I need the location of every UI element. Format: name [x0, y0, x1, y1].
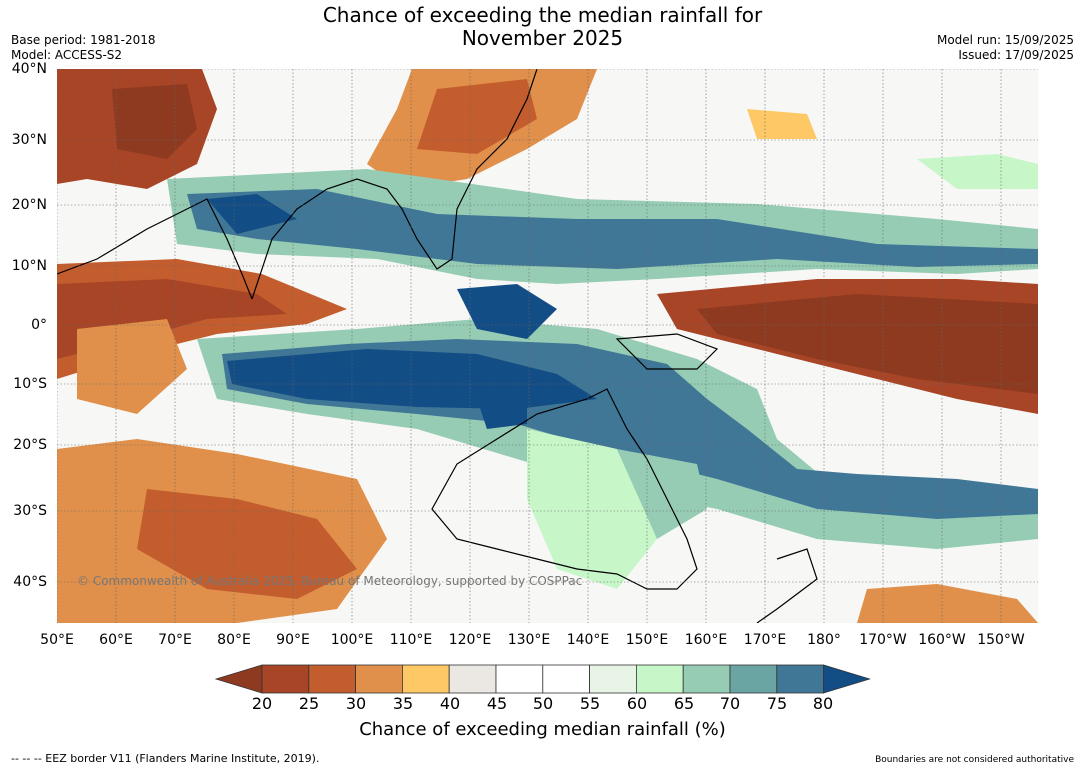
- gridlines: [57, 69, 1038, 623]
- colorbar-title: Chance of exceeding median rainfall (%): [359, 719, 726, 740]
- lat-label-20s: 20°S: [13, 437, 47, 453]
- colorbar-segment: [401, 664, 450, 694]
- colorbar-segment: [495, 664, 544, 694]
- colorbar-tick-70: 70: [719, 694, 741, 713]
- issued-text: Issued: 17/09/2025: [958, 48, 1074, 62]
- colorbar-tick-45: 45: [486, 694, 508, 713]
- colorbar-segment: [635, 664, 684, 694]
- colorbar-tick-55: 55: [579, 694, 601, 713]
- colorbar-segment: [355, 664, 403, 694]
- lat-label-30n: 30°N: [11, 132, 47, 148]
- lat-label-0: 0°: [31, 317, 47, 333]
- model-run-text: Model run: 15/09/2025: [936, 33, 1074, 47]
- colorbar-segment: [261, 664, 310, 694]
- title-line-2: November 2025: [461, 26, 624, 50]
- lon-label-170e: 170°E: [743, 632, 787, 648]
- colorbar-tick-60: 60: [626, 694, 648, 713]
- lon-label-140e: 140°E: [566, 632, 610, 648]
- lon-label-180: 180°: [807, 632, 841, 648]
- lat-label-20n: 20°N: [11, 197, 47, 213]
- model-text: Model: ACCESS-S2: [11, 48, 123, 62]
- lat-label-40n: 40°N: [11, 61, 47, 77]
- boundaries-disclaimer: Boundaries are not considered authoritat…: [875, 755, 1074, 765]
- colorbar-tick-25: 25: [298, 694, 320, 713]
- colorbar-tick-30: 30: [345, 694, 367, 713]
- colorbar-tick-80: 80: [812, 694, 834, 713]
- lat-label-10n: 10°N: [11, 258, 47, 274]
- lon-label-150e: 150°E: [625, 632, 669, 648]
- eez-border-note: -- -- -- EEZ border V11 (Flanders Marine…: [11, 752, 320, 765]
- colorbar-segment: [589, 664, 637, 694]
- lon-label-50e: 50°E: [40, 632, 74, 648]
- colorbar-tick-75: 75: [766, 694, 788, 713]
- rainfall-map: [57, 69, 1038, 623]
- colorbar-tick-20: 20: [251, 694, 273, 713]
- coastlines: [57, 69, 818, 623]
- copyright-text: © Commonwealth of Australia 2025, Bureau…: [77, 574, 583, 588]
- base-period-text: Base period: 1981-2018: [11, 33, 156, 47]
- lon-label-90e: 90°E: [276, 632, 310, 648]
- meta-right: Model run: 15/09/2025 Issued: 17/09/2025: [937, 33, 1074, 63]
- lon-label-130e: 130°E: [507, 632, 551, 648]
- colorbar-extend-high: [823, 664, 871, 694]
- lat-label-40s: 40°S: [13, 574, 47, 590]
- lon-label-120e: 120°E: [448, 632, 492, 648]
- meta-left: Base period: 1981-2018 Model: ACCESS-S2: [11, 33, 156, 63]
- lon-label-160e: 160°E: [684, 632, 728, 648]
- colorbar-tick-40: 40: [439, 694, 461, 713]
- colorbar-segment: [682, 664, 731, 694]
- colorbar-segment: [308, 664, 357, 694]
- colorbar-segment: [448, 664, 497, 694]
- lat-label-10s: 10°S: [13, 376, 47, 392]
- lon-label-80e: 80°E: [217, 632, 251, 648]
- colorbar-tick-50: 50: [532, 694, 554, 713]
- colorbar: [215, 664, 871, 694]
- lon-label-110e: 110°E: [389, 632, 433, 648]
- colorbar-segment: [776, 664, 824, 694]
- lon-label-170w: 170°W: [859, 632, 907, 648]
- colorbar-segment: [729, 664, 778, 694]
- lat-label-30s: 30°S: [13, 503, 47, 519]
- map-title: Chance of exceeding the median rainfall …: [0, 4, 1085, 50]
- colorbar-tick-35: 35: [392, 694, 414, 713]
- wet-regions: [167, 154, 1038, 589]
- colorbar-tick-65: 65: [673, 694, 695, 713]
- lon-label-70e: 70°E: [158, 632, 192, 648]
- lon-label-160w: 160°W: [918, 632, 966, 648]
- lon-label-60e: 60°E: [99, 632, 133, 648]
- lon-label-100e: 100°E: [330, 632, 374, 648]
- colorbar-extend-low: [215, 664, 263, 694]
- title-line-1: Chance of exceeding the median rainfall …: [322, 3, 763, 27]
- lon-label-150w: 150°W: [977, 632, 1025, 648]
- colorbar-segment: [542, 664, 590, 694]
